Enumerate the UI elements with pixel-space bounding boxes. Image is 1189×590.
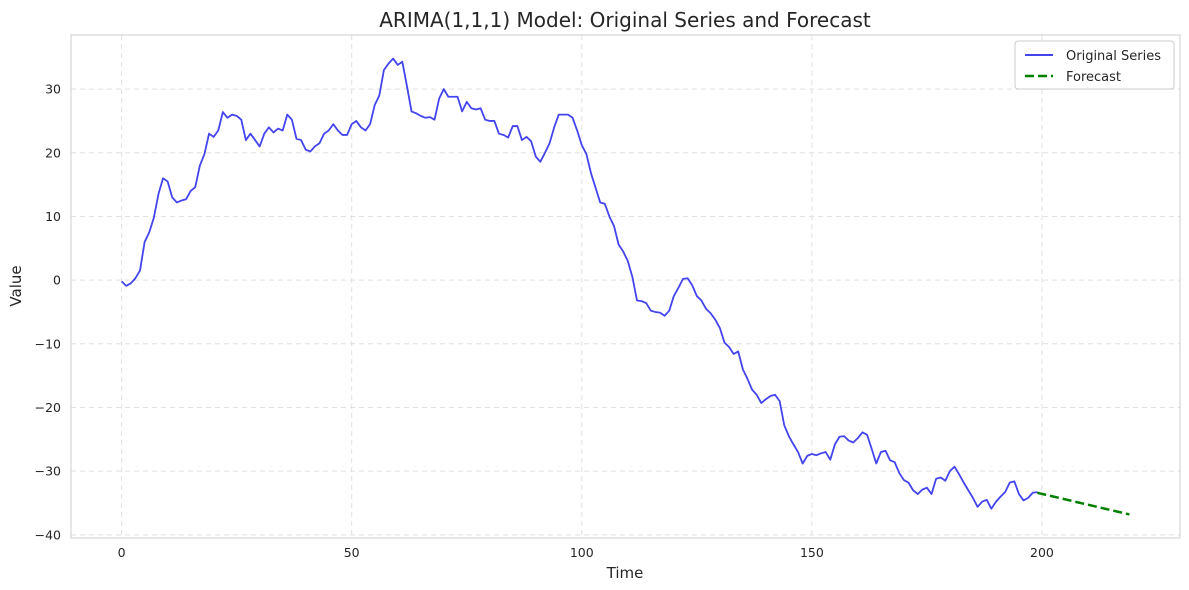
y-tick-label: −40: [35, 527, 61, 542]
legend-label-forecast: Forecast: [1066, 70, 1121, 85]
x-tick-label: 200: [1030, 545, 1054, 560]
y-tick-label: 0: [53, 273, 61, 288]
y-tick-label: −10: [35, 336, 61, 351]
y-tick-label: 20: [45, 145, 61, 160]
y-tick-label: 30: [45, 82, 61, 97]
x-tick-label: 150: [800, 545, 824, 560]
x-tick-label: 0: [118, 545, 126, 560]
x-tick-label: 50: [344, 545, 360, 560]
grid-layer: [71, 35, 1180, 538]
x-tick-label: 100: [570, 545, 594, 560]
y-tick-label: 10: [45, 209, 61, 224]
chart-title: ARIMA(1,1,1) Model: Original Series and …: [379, 8, 871, 32]
series-line-forecast: [1037, 491, 1130, 516]
series-layer: [120, 57, 1130, 516]
y-axis-label: Value: [7, 265, 25, 306]
plot-frame: [70, 34, 1181, 539]
legend-label-original-series: Original Series: [1066, 49, 1161, 64]
y-tick-label: −20: [35, 400, 61, 415]
legend-box: [1014, 40, 1175, 90]
y-tick-label: −30: [35, 464, 61, 479]
x-axis-label: Time: [606, 564, 644, 582]
legend: Original Series Forecast: [1014, 40, 1175, 90]
tick-layer: 0 50 100 150 200 −40 −30 −20 −10 0 10 20 30: [35, 82, 1054, 560]
series-line-original-series: [120, 57, 1038, 510]
